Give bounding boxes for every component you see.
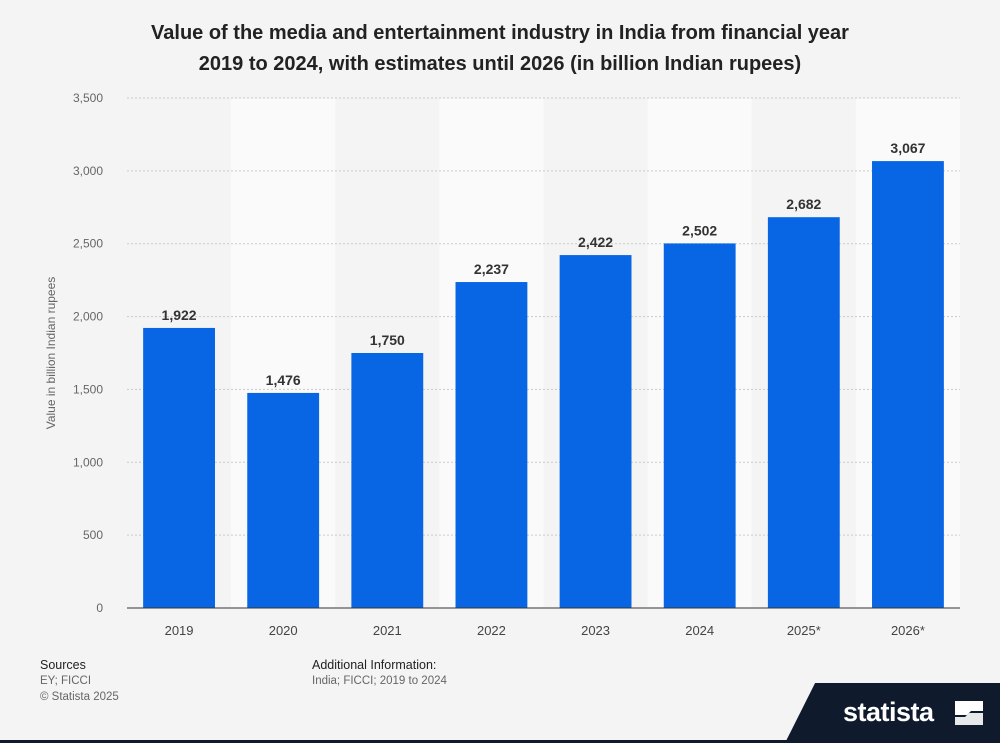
y-tick-label: 3,500: [73, 91, 103, 105]
y-tick-label: 1,500: [73, 382, 103, 396]
x-tick-label: 2026*: [891, 623, 925, 638]
bar-value-label: 3,067: [890, 140, 925, 156]
bar: [351, 353, 424, 608]
y-tick-label: 2,000: [73, 310, 103, 324]
sources-label: Sources: [40, 658, 86, 672]
x-tick-label: 2021: [373, 623, 402, 638]
additional-info-text: India; FICCI; 2019 to 2024: [312, 675, 447, 687]
statista-logo-icon: [955, 701, 983, 725]
y-tick-label: 3,000: [73, 164, 103, 178]
bar-value-label: 1,476: [266, 372, 301, 388]
sources-text: EY; FICCI: [40, 675, 92, 687]
bar-value-label: 2,502: [682, 222, 717, 238]
bottom-accent-line: [0, 740, 1000, 743]
y-tick-label: 0: [96, 601, 103, 615]
bar-value-label: 2,422: [578, 234, 613, 250]
y-tick-label: 2,500: [73, 237, 103, 251]
chart-title-line-2: 2019 to 2024, with estimates until 2026 …: [198, 53, 802, 75]
bar: [872, 161, 944, 608]
bar: [143, 327, 215, 608]
additional-info-block: Additional Information: India; FICCI; 20…: [312, 657, 447, 689]
x-tick-label: 2019: [165, 623, 194, 638]
bar-value-label: 1,922: [162, 307, 197, 323]
bar-value-label: 2,682: [786, 196, 821, 212]
y-tick-label: 500: [83, 528, 103, 542]
bar-value-label: 2,237: [474, 261, 509, 277]
bar: [247, 392, 320, 608]
x-tick-label: 2024: [685, 623, 714, 638]
chart-title-line-1: Value of the media and entertainment ind…: [151, 22, 849, 44]
x-tick-label: 2022: [477, 623, 506, 638]
x-tick-label: 2020: [269, 623, 298, 638]
sources-block: Sources EY; FICCI © Statista 2025: [40, 657, 119, 705]
bar: [663, 243, 736, 608]
chart-title: Value of the media and entertainment ind…: [60, 18, 940, 80]
bar: [767, 217, 840, 609]
x-tick-label: 2023: [581, 623, 610, 638]
copyright-text: © Statista 2025: [40, 691, 119, 703]
x-tick-label: 2025*: [787, 623, 821, 638]
additional-info-label: Additional Information:: [312, 658, 437, 672]
bar: [455, 282, 528, 608]
statista-logo[interactable]: statista: [785, 683, 1000, 743]
y-axis-title: Value in billion Indian rupees: [44, 277, 58, 430]
statista-wordmark: statista: [843, 697, 934, 727]
bar: [559, 255, 632, 608]
bar-chart: 0 500 1,000 1,500 2,000 2,500 3,000 3,500 Value …: [44, 91, 960, 638]
y-tick-label: 1,000: [73, 455, 103, 469]
bar-value-label: 1,750: [370, 332, 405, 348]
